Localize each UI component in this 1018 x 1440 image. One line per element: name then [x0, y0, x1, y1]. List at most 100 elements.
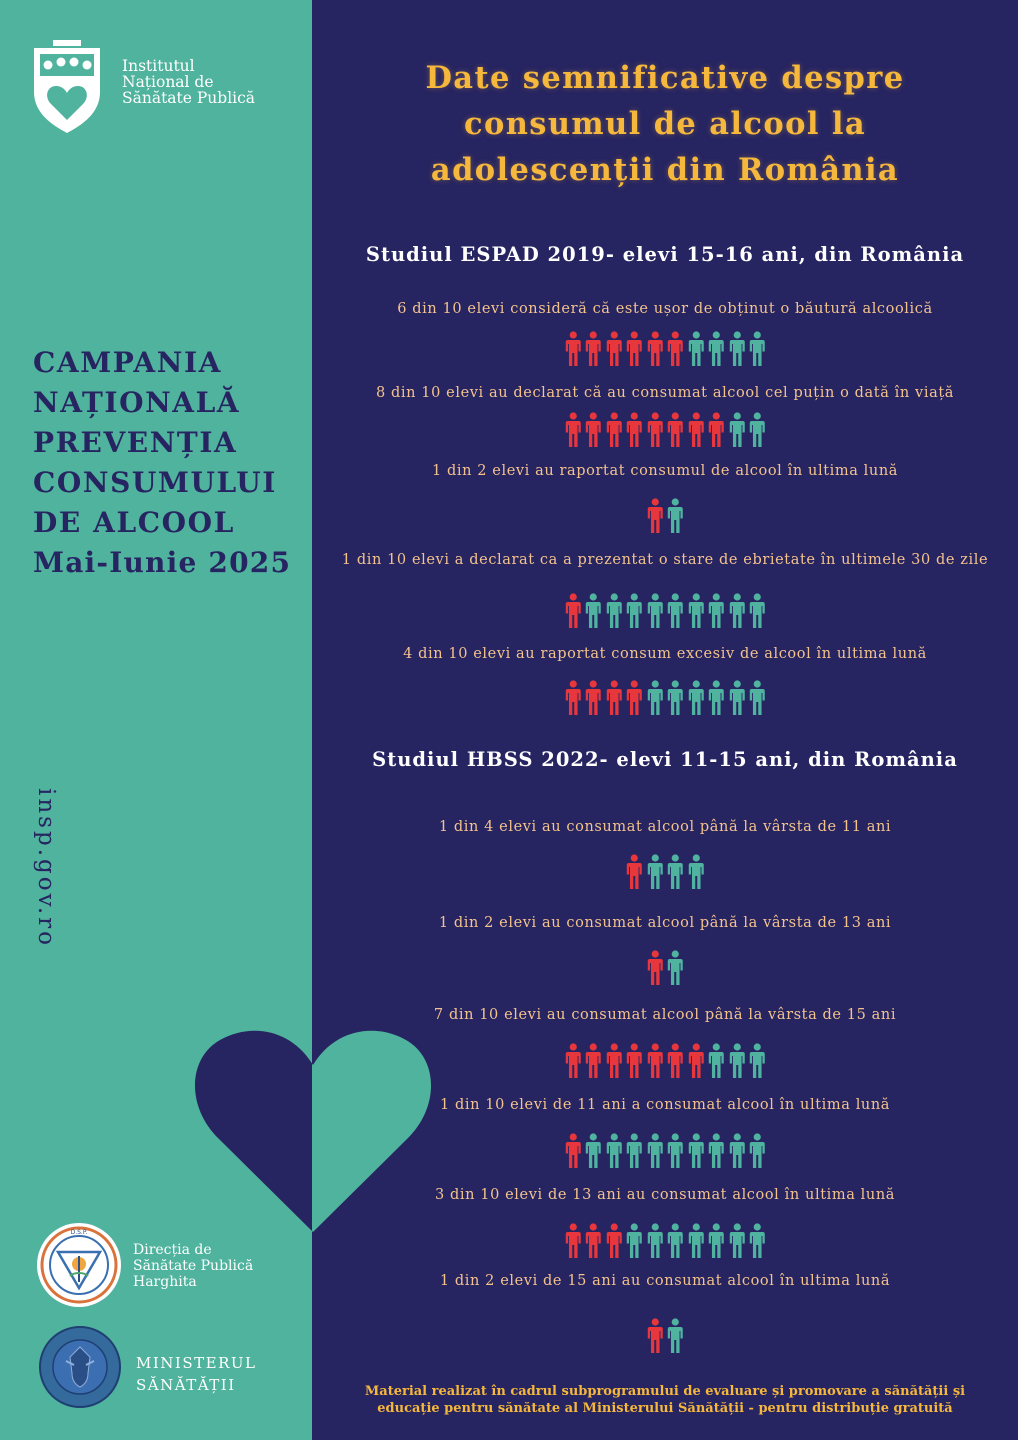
person-icon-highlighted: [667, 331, 683, 366]
person-icon-highlighted: [626, 331, 642, 366]
person-icon: [729, 680, 745, 715]
person-icon: [688, 854, 704, 889]
person-icon: [729, 1043, 745, 1078]
person-icon-highlighted: [606, 412, 622, 447]
person-icon: [667, 498, 683, 533]
person-icon: [647, 1133, 663, 1168]
person-icon-highlighted: [585, 412, 601, 447]
person-icon-highlighted: [667, 1043, 683, 1078]
person-icon: [688, 593, 704, 628]
person-icon: [688, 680, 704, 715]
government-seal-icon: [39, 1326, 121, 1408]
person-icon: [708, 1043, 724, 1078]
insp-logo-icon: [34, 40, 100, 133]
footnote: Material realizat în cadrul subprogramul…: [364, 1384, 966, 1416]
person-icon: [667, 1223, 683, 1258]
person-icon: [667, 680, 683, 715]
person-icon-highlighted: [565, 1133, 581, 1168]
person-icon: [585, 593, 601, 628]
person-icon-highlighted: [647, 498, 663, 533]
people-row: [312, 854, 1018, 890]
stat-text: 1 din 4 elevi au consumat alcool până la…: [438, 819, 892, 835]
person-icon: [667, 593, 683, 628]
person-icon-highlighted: [626, 1043, 642, 1078]
people-row: [312, 412, 1018, 448]
person-icon-highlighted: [626, 680, 642, 715]
person-icon: [749, 331, 765, 366]
person-icon: [708, 331, 724, 366]
people-row: [312, 1043, 1018, 1079]
people-row: [312, 1223, 1018, 1259]
person-icon: [749, 680, 765, 715]
person-icon-highlighted: [565, 1043, 581, 1078]
person-icon: [729, 1133, 745, 1168]
person-icon: [688, 1133, 704, 1168]
person-icon: [729, 593, 745, 628]
person-icon-highlighted: [647, 1043, 663, 1078]
person-icon: [626, 1223, 642, 1258]
person-icon-highlighted: [585, 680, 601, 715]
person-icon: [667, 854, 683, 889]
person-icon-highlighted: [565, 1223, 581, 1258]
person-icon: [749, 412, 765, 447]
stat-text: 6 din 10 elevi consideră că este ușor de…: [397, 301, 933, 317]
person-icon: [606, 1133, 622, 1168]
person-icon: [667, 1318, 683, 1353]
person-icon-highlighted: [585, 1223, 601, 1258]
person-icon: [647, 680, 663, 715]
person-icon: [729, 412, 745, 447]
person-icon-highlighted: [667, 412, 683, 447]
person-icon-highlighted: [708, 412, 724, 447]
right-panel: [312, 0, 1018, 1440]
stat-text: 1 din 10 elevi a declarat ca a prezentat…: [341, 552, 989, 568]
stat-text: 1 din 2 elevi au consumat alcool până la…: [438, 915, 892, 931]
institute-name: Institutul Național de Sănătate Publică: [122, 57, 256, 107]
people-row: [312, 331, 1018, 367]
people-row: [312, 950, 1018, 986]
stat-text: 8 din 10 elevi au declarat că au consuma…: [375, 385, 954, 401]
left-panel: [0, 0, 312, 1440]
person-icon: [729, 331, 745, 366]
person-icon: [647, 593, 663, 628]
campaign-title: CAMPANIA NAȚIONALĂ PREVENȚIA CONSUMULUI …: [33, 346, 292, 579]
person-icon: [749, 593, 765, 628]
person-icon: [585, 1133, 601, 1168]
people-row: [312, 1318, 1018, 1354]
people-row: [312, 680, 1018, 716]
person-icon-highlighted: [688, 1043, 704, 1078]
stat-text: 4 din 10 elevi au raportat consum excesi…: [403, 646, 927, 662]
person-icon: [708, 1223, 724, 1258]
people-row: [312, 498, 1018, 534]
person-icon-highlighted: [647, 331, 663, 366]
dsp-harghita-logo-icon: D.S.P.: [37, 1223, 121, 1307]
person-icon-highlighted: [585, 1043, 601, 1078]
person-icon-highlighted: [565, 680, 581, 715]
person-icon: [626, 1133, 642, 1168]
person-icon-highlighted: [585, 331, 601, 366]
person-icon-highlighted: [626, 412, 642, 447]
dsp-harghita-name: Direcția de Sănătate Publică Harghita: [133, 1242, 254, 1290]
stat-text: 1 din 10 elevi de 11 ani a consumat alco…: [439, 1097, 891, 1113]
svg-text:D.S.P.: D.S.P.: [71, 1229, 88, 1236]
stat-text: 7 din 10 elevi au consumat alcool până l…: [433, 1007, 897, 1023]
person-icon: [688, 331, 704, 366]
stat-text: 1 din 2 elevi de 15 ani au consumat alco…: [439, 1273, 891, 1289]
study-heading-hbss: Studiul HBSS 2022- elevi 11-15 ani, din …: [372, 748, 958, 771]
website-link[interactable]: insp.gov.ro: [33, 788, 59, 948]
person-icon-highlighted: [606, 1043, 622, 1078]
person-icon: [708, 593, 724, 628]
person-icon: [667, 1133, 683, 1168]
person-icon-highlighted: [626, 854, 642, 889]
person-icon-highlighted: [606, 331, 622, 366]
person-icon: [626, 593, 642, 628]
person-icon: [708, 1133, 724, 1168]
person-icon-highlighted: [565, 593, 581, 628]
person-icon-highlighted: [688, 412, 704, 447]
person-icon: [749, 1133, 765, 1168]
person-icon: [606, 593, 622, 628]
stat-text: 1 din 2 elevi au raportat consumul de al…: [431, 463, 899, 479]
person-icon: [708, 680, 724, 715]
person-icon-highlighted: [565, 412, 581, 447]
person-icon: [749, 1223, 765, 1258]
page-title: Date semnificative despre consumul de al…: [425, 60, 905, 188]
